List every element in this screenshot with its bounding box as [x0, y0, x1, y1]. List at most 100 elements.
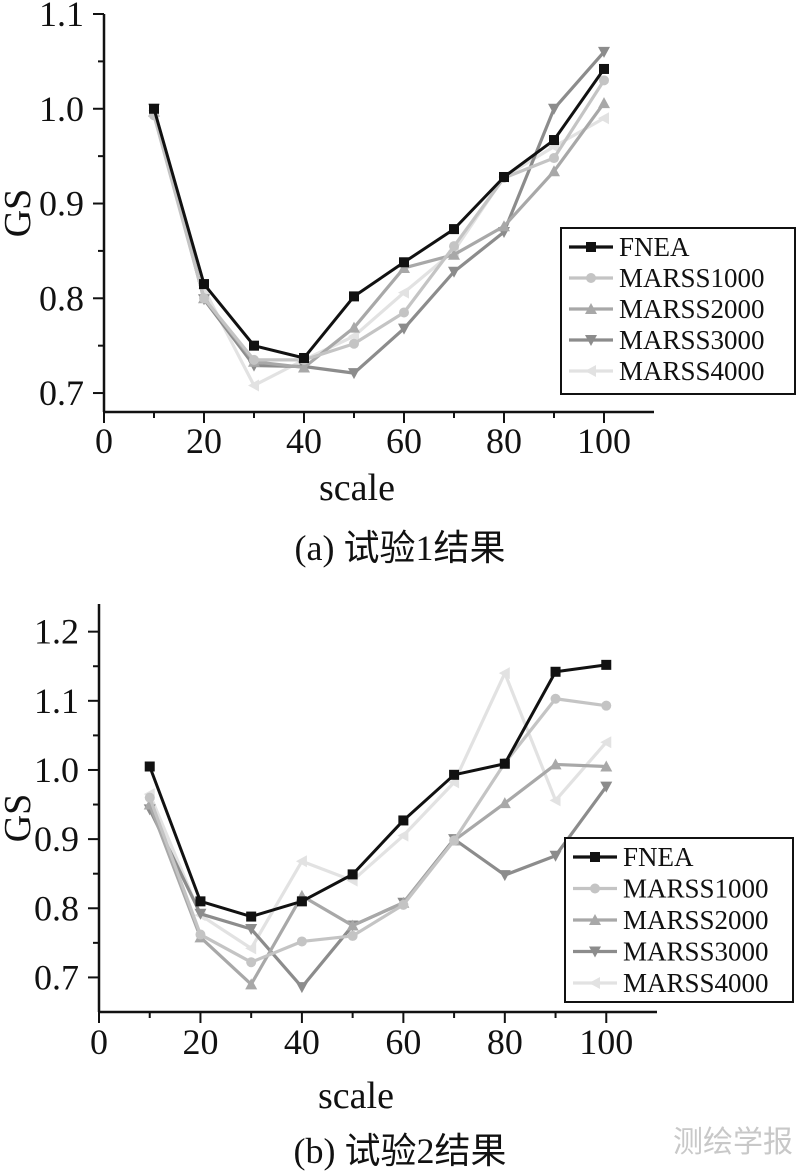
x-tick-label: 60: [386, 421, 422, 461]
legend-box: [560, 227, 796, 395]
y-tick-label: 0.8: [34, 888, 79, 928]
data-point: [549, 135, 559, 146]
y-tick-label: 0.9: [34, 819, 79, 859]
series-line: [148, 663, 607, 919]
data-point: [449, 224, 459, 235]
series-fnea: [149, 63, 609, 363]
data-point: [499, 171, 509, 182]
data-point: [398, 261, 410, 273]
data-point: [498, 220, 510, 232]
data-point: [448, 248, 460, 260]
y-tick-label: 0.8: [39, 278, 84, 318]
data-point: [249, 354, 259, 365]
legend-marker: [589, 977, 600, 989]
data-point: [598, 46, 610, 58]
data-point: [449, 835, 460, 846]
series-line: [152, 79, 606, 362]
data-point: [398, 286, 409, 299]
data-point: [248, 379, 259, 392]
data-point: [295, 855, 307, 868]
data-point: [599, 63, 609, 74]
y-axis-title: GS: [0, 189, 39, 238]
legend-marker: [589, 914, 601, 925]
series-line: [152, 110, 605, 388]
y-tick-label: 0.9: [39, 184, 84, 224]
data-point: [601, 700, 612, 711]
data-point: [600, 736, 612, 749]
data-point: [498, 667, 510, 680]
data-point: [195, 896, 206, 907]
y-tick-label: 0.7: [34, 957, 79, 997]
data-point: [296, 896, 307, 907]
chart-a: 0 20 40 60 80 100 0.7 0.8 0.9 1.0 1.1 scale GS (a) 试验…: [0, 0, 796, 568]
y-tick-label: 0.7: [39, 373, 84, 413]
data-point: [549, 850, 562, 862]
y-tick-label: 1.1: [39, 0, 84, 34]
legend-marker: [585, 303, 597, 314]
data-point: [399, 307, 409, 318]
data-point: [245, 924, 258, 936]
data-point: [398, 323, 410, 335]
legend-marker: [590, 883, 600, 894]
x-tick-label: 20: [182, 1022, 218, 1062]
data-point: [449, 241, 459, 252]
data-point: [549, 758, 562, 770]
y-axis-title: GS: [0, 794, 39, 843]
x-tick-label: 80: [486, 421, 522, 461]
legend-label: MARSS1000: [619, 263, 765, 293]
data-point: [346, 919, 359, 931]
legend-marker: [585, 365, 596, 377]
data-point: [246, 911, 257, 922]
data-point: [397, 829, 409, 842]
data-point: [194, 908, 207, 920]
x-tick-label: 80: [487, 1022, 523, 1062]
series-line: [148, 671, 608, 950]
legend-label: MARSS2000: [619, 294, 765, 324]
data-point: [349, 338, 359, 349]
data-point: [295, 982, 308, 994]
series-marss1000: [149, 75, 609, 365]
data-point: [499, 758, 510, 769]
chart-caption: (a) 试验1结果: [295, 528, 506, 568]
data-point: [498, 870, 511, 882]
data-point: [299, 352, 309, 363]
series-line: [152, 50, 606, 375]
series-line: [152, 68, 606, 360]
data-point: [246, 957, 257, 968]
data-point: [348, 368, 360, 380]
data-point: [149, 103, 159, 114]
series-marss4000: [143, 667, 612, 955]
legend-label: MARSS2000: [623, 905, 769, 935]
data-point: [249, 340, 259, 351]
data-point: [298, 361, 310, 373]
series-line: [148, 697, 607, 964]
legend-label: MARSS3000: [619, 325, 765, 355]
x-tick-label: 40: [284, 1022, 320, 1062]
data-point: [598, 97, 610, 109]
x-tick-label: 100: [577, 421, 631, 461]
data-point: [348, 330, 359, 343]
data-point: [199, 293, 209, 304]
data-point: [550, 666, 561, 677]
data-point: [601, 659, 612, 670]
data-point: [549, 794, 561, 807]
legend-marker: [585, 335, 597, 346]
data-point: [548, 165, 560, 177]
data-point: [549, 153, 559, 164]
data-point: [245, 942, 257, 955]
data-point: [598, 112, 609, 125]
x-axis-title: scale: [318, 1075, 394, 1117]
legend-label: MARSS4000: [623, 968, 769, 998]
x-tick-label: 40: [286, 421, 322, 461]
x-tick-label: 0: [90, 1022, 108, 1062]
y-tick-label: 1.1: [34, 681, 79, 721]
x-tick-label: 0: [95, 421, 113, 461]
data-point: [296, 936, 307, 947]
data-point: [349, 291, 359, 302]
series-marss3000: [143, 781, 613, 994]
x-tick-label: 60: [385, 1022, 421, 1062]
legend-marker: [586, 273, 596, 283]
data-point: [599, 75, 609, 86]
